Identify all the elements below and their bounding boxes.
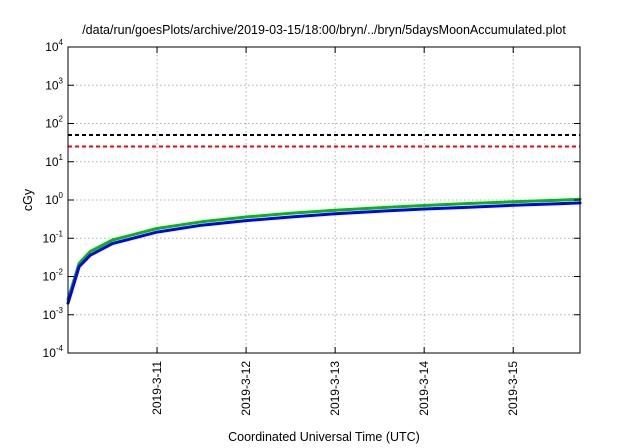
x-axis-ticks: 2019-3-11 2019-3-12 2019-3-13 2019-3-14 2019… (150, 47, 520, 416)
y-tick-label: 10-2 (43, 268, 64, 284)
y-tick-label: 10-4 (43, 344, 64, 360)
chart-title: /data/run/goesPlots/archive/2019-03-15/1… (82, 23, 566, 37)
threshold-lines (68, 134, 580, 148)
series-line (66, 197, 582, 301)
y-axis-label: cGy (21, 188, 35, 211)
y-tick-label: 10-3 (43, 306, 64, 322)
y-tick-label: 104 (45, 38, 63, 54)
grid-lines (68, 47, 580, 353)
y-tick-label: 101 (45, 153, 63, 169)
x-axis-label: Coordinated Universal Time (UTC) (228, 430, 420, 444)
x-tick-label: 2019-3-14 (417, 361, 431, 416)
y-tick-label: 102 (45, 115, 63, 131)
x-tick-label: 2019-3-15 (506, 361, 520, 416)
y-tick-label: 100 (45, 191, 63, 207)
data-series (66, 197, 582, 305)
series-line (66, 201, 582, 305)
y-tick-label: 103 (45, 76, 63, 92)
y-tick-label: 10-1 (43, 229, 64, 245)
x-tick-label: 2019-3-13 (328, 361, 342, 416)
x-tick-label: 2019-3-12 (239, 361, 253, 416)
y-axis-ticks: 10-4 10-3 10-2 10-1 100 101 102 103 104 (43, 38, 580, 360)
x-tick-label: 2019-3-11 (150, 361, 164, 415)
